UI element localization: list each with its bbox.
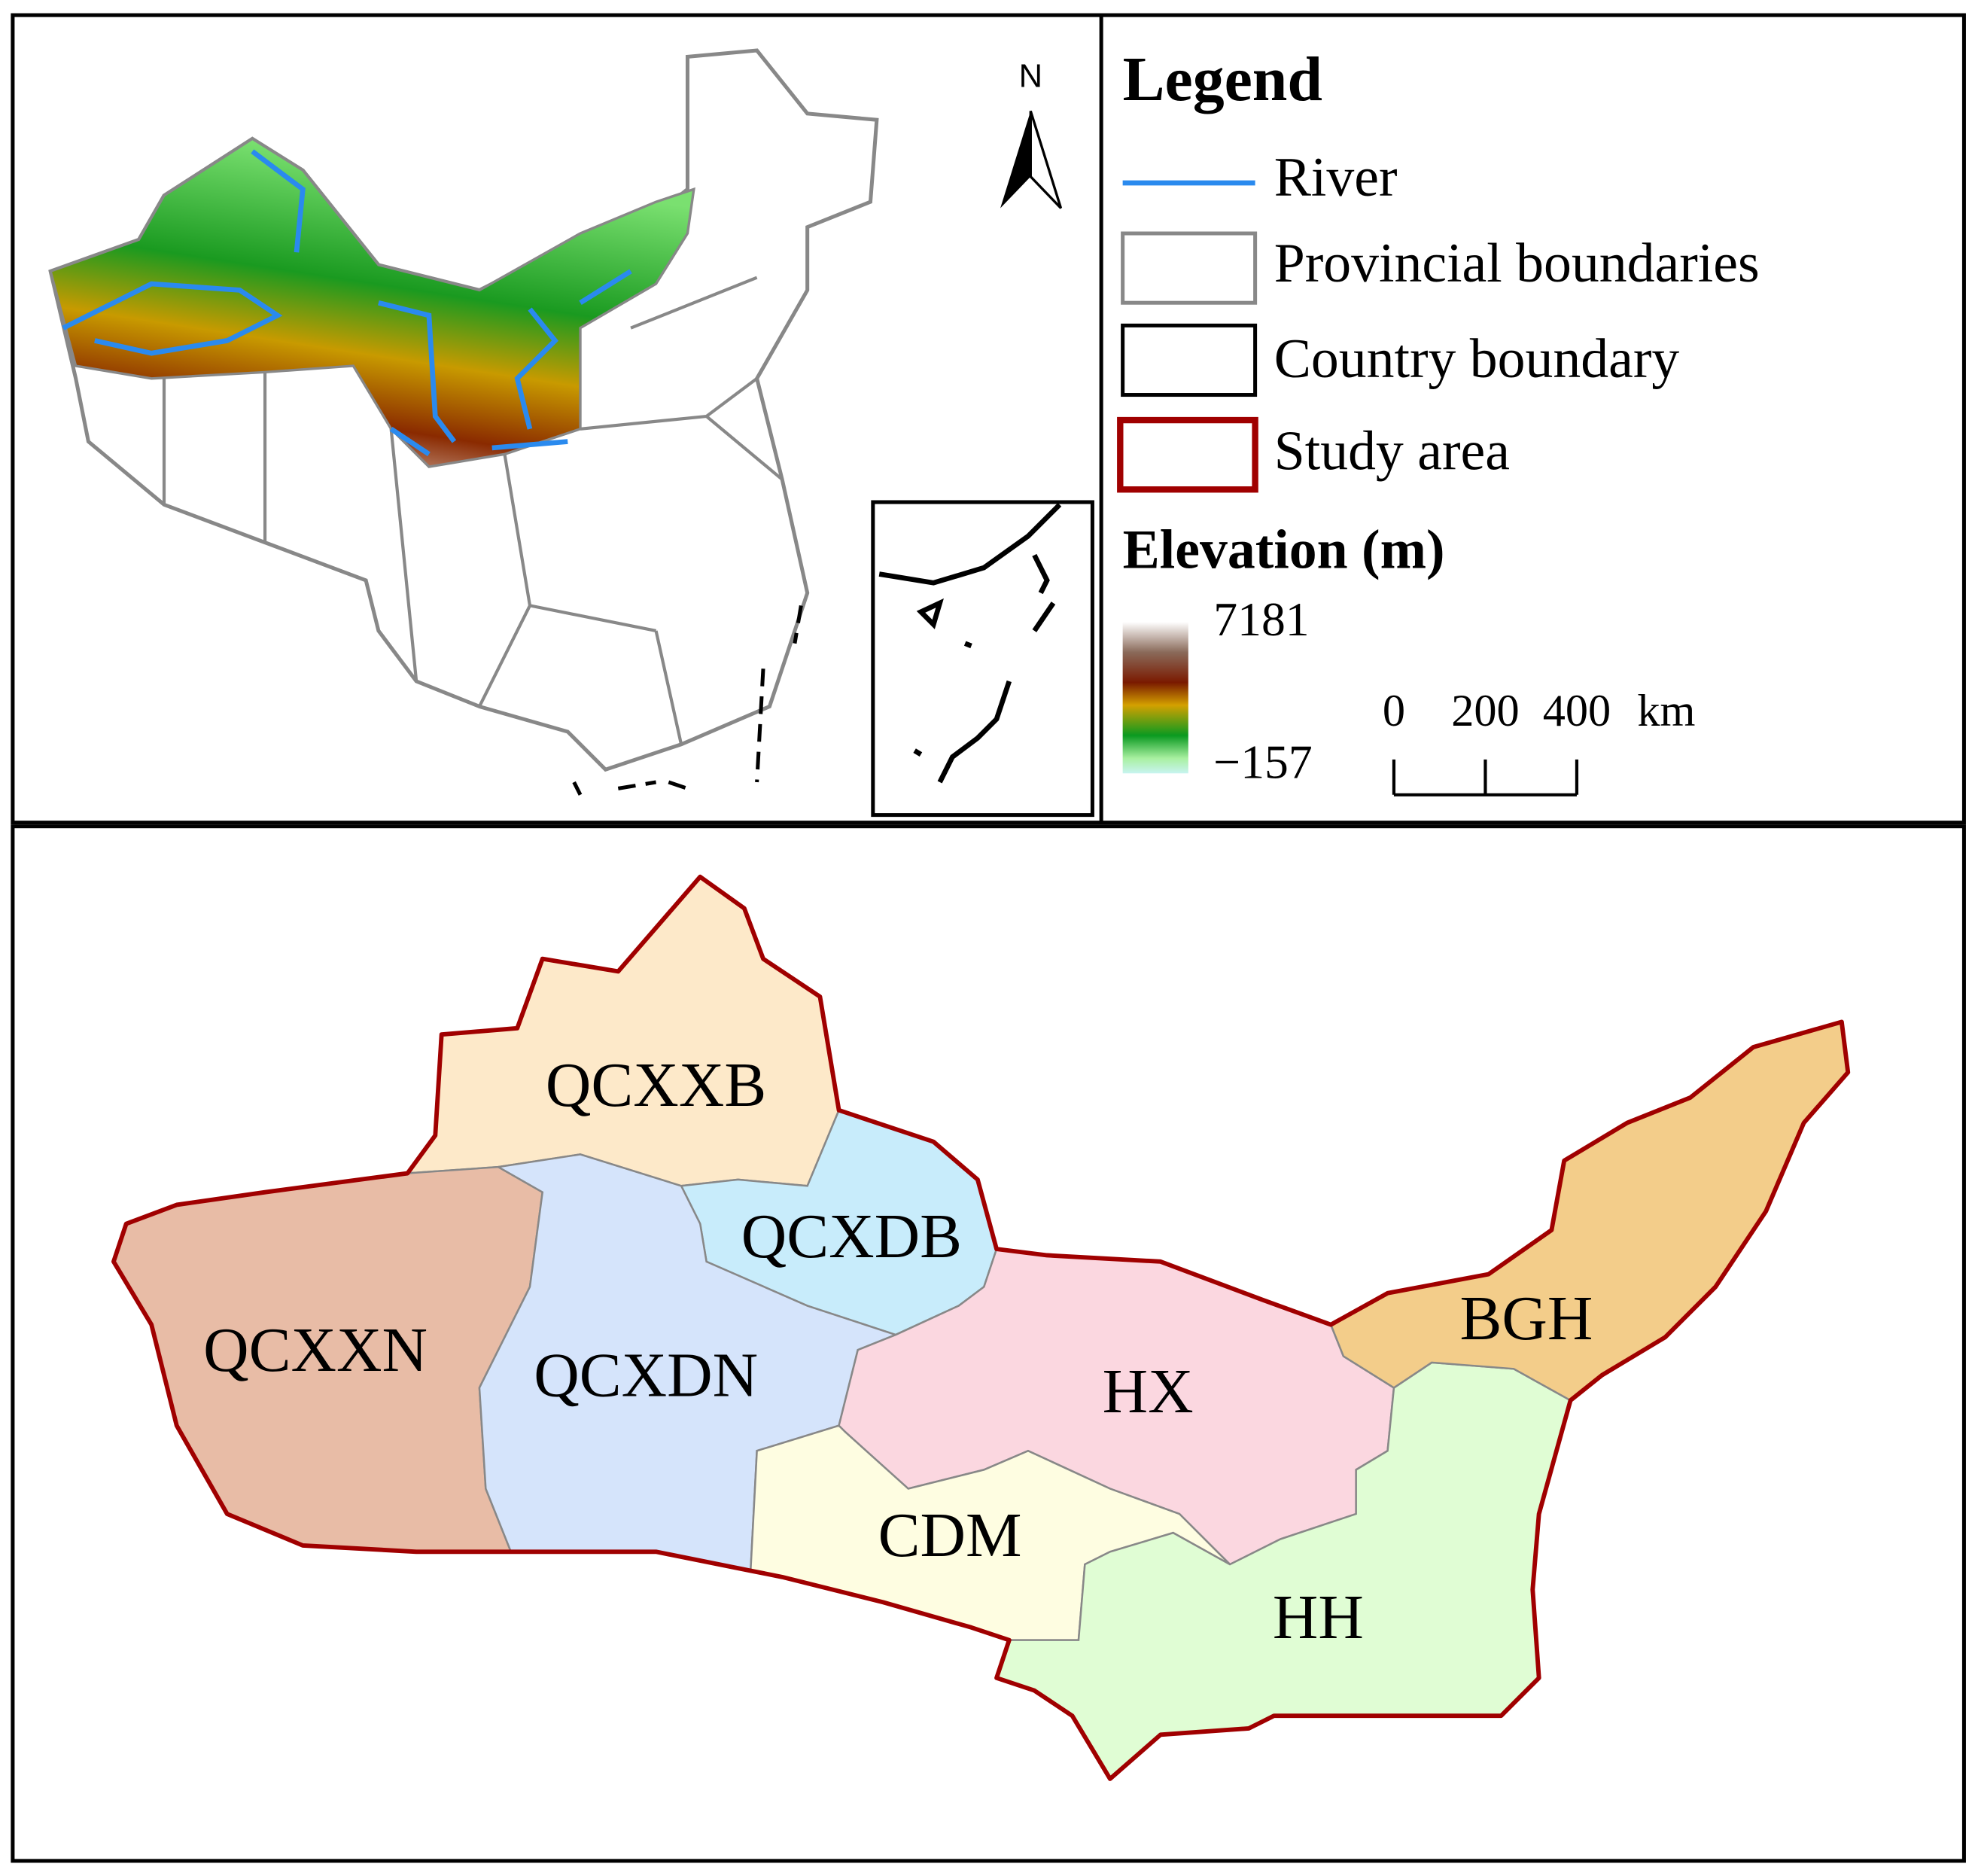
scale-bar: 0 200 400 km: [1383, 686, 1695, 796]
legend-province-symbol: [1121, 231, 1258, 305]
region-label: QCXDN: [534, 1340, 758, 1410]
study-area-outline: [111, 874, 1851, 1781]
top-panel: [11, 13, 1966, 825]
scale-unit: km: [1637, 686, 1695, 736]
legend-item: River: [1274, 146, 1398, 208]
legend-item: Study area: [1274, 420, 1510, 482]
legend-country-symbol: [1121, 323, 1258, 397]
legend-title: Legend: [1123, 44, 1322, 114]
region-label: QCXXN: [203, 1315, 428, 1385]
region-label: BGH: [1459, 1284, 1593, 1354]
north-arrow-half: [1029, 110, 1063, 209]
region-label: HX: [1103, 1357, 1194, 1427]
north-arrow: [1000, 111, 1031, 209]
study-area: QCXXB QCXDB QCXXN QCXDN HX BGH CDM HH: [111, 874, 1851, 1781]
bottom-panel: [11, 824, 1966, 1863]
legend-study-symbol: [1117, 416, 1258, 493]
elevation-raster: [49, 137, 695, 468]
elevation-title: Elevation (m): [1123, 518, 1445, 580]
boundary-dashes: [572, 605, 803, 796]
elevation-ramp: [1122, 622, 1188, 774]
scale-label: 0: [1383, 686, 1405, 736]
inset-islands: [878, 502, 1062, 784]
north-label: N: [1019, 58, 1042, 94]
province-lines: [162, 276, 784, 745]
region-label: HH: [1273, 1582, 1364, 1652]
rivers: [62, 149, 632, 457]
elevation-max: 7181: [1213, 592, 1309, 646]
inset-map: [871, 500, 1094, 818]
region-label: QCXDB: [741, 1201, 962, 1271]
scale-label: 200: [1451, 686, 1520, 736]
region-label: QCXXB: [546, 1050, 766, 1120]
scale-label: 400: [1543, 686, 1611, 736]
elevation-min: −157: [1213, 735, 1312, 789]
legend-item: Provincial boundaries: [1274, 232, 1760, 294]
legend-item: Country boundary: [1274, 327, 1680, 389]
region-label: CDM: [878, 1500, 1022, 1570]
